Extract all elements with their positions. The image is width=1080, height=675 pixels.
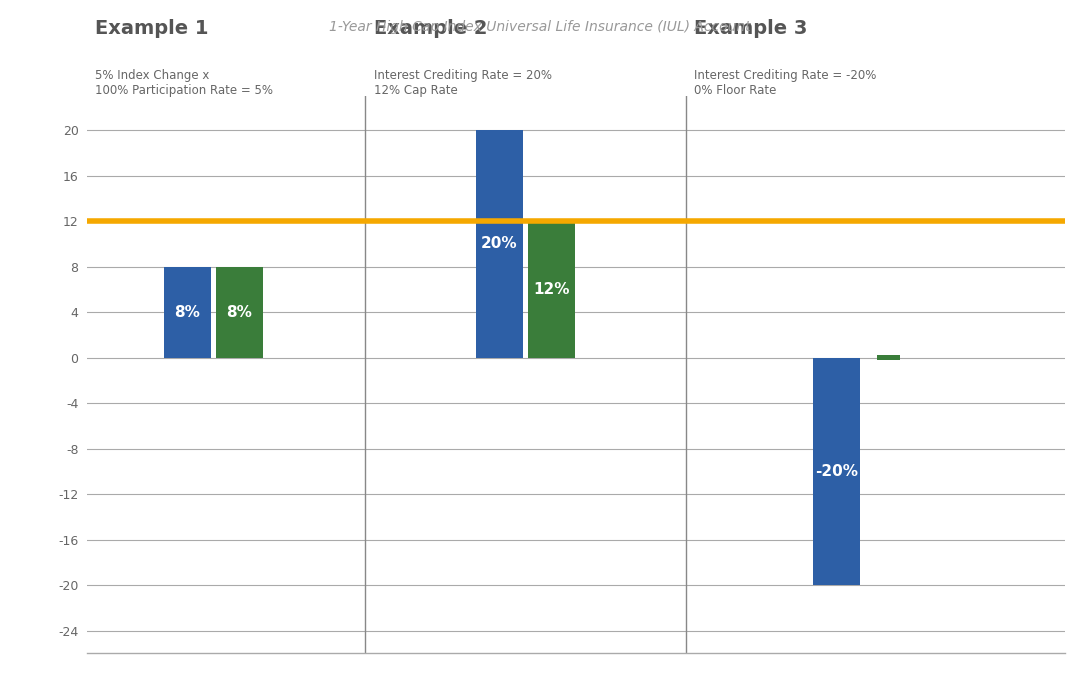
Text: 20%: 20%	[481, 236, 517, 251]
Text: Interest Crediting Rate = -20%
0% Floor Rate: Interest Crediting Rate = -20% 0% Floor …	[694, 69, 876, 97]
Text: -20%: -20%	[815, 464, 859, 479]
Text: Example 3: Example 3	[694, 19, 808, 38]
Bar	[476, 130, 523, 358]
Text: 8%: 8%	[175, 304, 201, 319]
Text: Interest Crediting Rate = 20%
12% Cap Rate: Interest Crediting Rate = 20% 12% Cap Ra…	[374, 69, 552, 97]
Text: 12%: 12%	[534, 282, 569, 297]
Text: 5% Index Change x
100% Participation Rate = 5%: 5% Index Change x 100% Participation Rat…	[95, 69, 273, 97]
Text: Example 1: Example 1	[95, 19, 208, 38]
Text: 8%: 8%	[227, 304, 253, 319]
Bar	[877, 355, 901, 360]
Text: Example 2: Example 2	[374, 19, 487, 38]
Bar	[216, 267, 262, 358]
Bar	[164, 267, 211, 358]
Text: 1-Year High Cap Index Universal Life Insurance (IUL) Account: 1-Year High Cap Index Universal Life Ins…	[329, 20, 751, 34]
Bar	[813, 358, 861, 585]
Bar	[528, 221, 575, 358]
